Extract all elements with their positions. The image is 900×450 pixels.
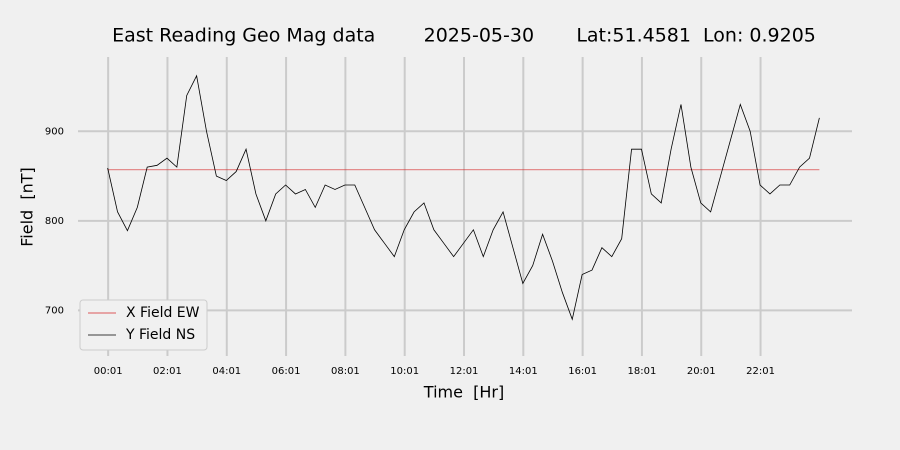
x-tick-label: 20:01 [687, 366, 716, 377]
x-tick-label: 16:01 [568, 366, 597, 377]
x-tick-label: 18:01 [628, 366, 657, 377]
x-tick-label: 12:01 [450, 366, 479, 377]
x-tick-label: 00:01 [94, 366, 123, 377]
legend: X Field EW Y Field NS [79, 299, 208, 351]
x-tick-label: 06:01 [272, 366, 301, 377]
legend-label: X Field EW [126, 305, 200, 321]
chart-title: East Reading Geo Mag data 2025-05-30 Lat… [112, 25, 816, 47]
plot-area [107, 74, 820, 321]
x-tick-label: 04:01 [212, 366, 241, 377]
y-tick-label: 800 [45, 216, 64, 227]
x-tick-label: 22:01 [746, 366, 775, 377]
y-axis-label: Field [nT] [18, 167, 37, 247]
x-axis-label: Time [Hr] [423, 383, 504, 402]
legend-label: Y Field NS [125, 327, 195, 343]
x-tick-label: 02:01 [153, 366, 182, 377]
grid: 700 800 900 00:01 02:01 04:01 06:01 08:01 10:01 1… [45, 57, 852, 377]
y-tick-label: 700 [45, 305, 64, 316]
x-tick-label: 10:01 [390, 366, 419, 377]
x-tick-label: 14:01 [509, 366, 538, 377]
y-tick-label: 900 [45, 126, 64, 137]
data-line [107, 74, 820, 321]
x-tick-label: 08:01 [331, 366, 360, 377]
legend-box [79, 299, 208, 351]
